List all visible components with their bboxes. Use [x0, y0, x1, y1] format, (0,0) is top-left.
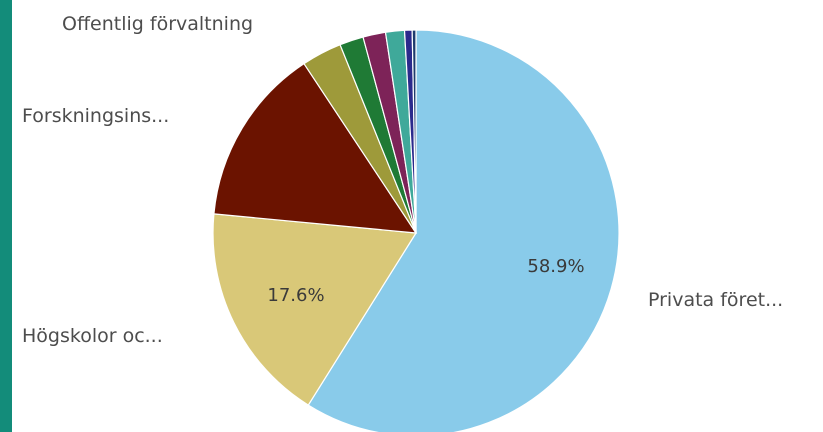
pie-slice-offentlig-förvaltning[interactable]	[411, 29, 417, 234]
pie-slices	[212, 29, 620, 432]
pie-slice-högskolor-oc[interactable]	[212, 213, 418, 406]
data-label-hogskolor: 17.6%	[267, 285, 324, 306]
category-label-hogskolor: Högskolor oc...	[22, 325, 163, 347]
pie-slice-privata-föret[interactable]	[307, 29, 620, 432]
pie-slice-forskningsins[interactable]	[213, 62, 418, 234]
category-label-offentlig-forvaltning: Offentlig förvaltning	[62, 13, 253, 35]
left-accent-bar	[0, 0, 12, 432]
data-label-privata: 58.9%	[527, 256, 584, 277]
category-label-forskningsinstitut: Forskningsins...	[22, 105, 169, 127]
category-label-privata: Privata föret...	[648, 289, 783, 311]
